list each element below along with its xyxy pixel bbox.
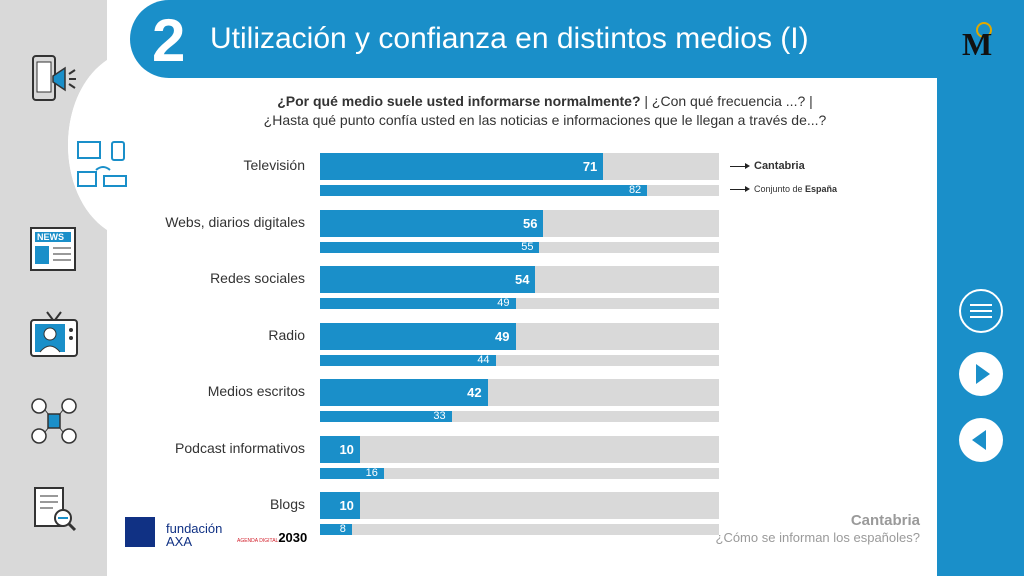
bar-cantabria: [320, 266, 536, 293]
category-label: Podcast informativos: [175, 439, 305, 456]
bar-cantabria: [320, 435, 360, 463]
bar-cantabria: [320, 322, 516, 350]
data-label: 49: [497, 297, 510, 309]
data-label: 44: [477, 353, 490, 366]
data-label: 49: [495, 328, 510, 344]
data-label: 71: [582, 159, 598, 174]
legend-arrow-icon: [730, 186, 750, 193]
bar-espana: [320, 467, 384, 479]
data-label: 42: [467, 385, 482, 400]
page-title: Utilización y confianza en distintos med…: [210, 22, 809, 55]
bar-track: 55: [320, 240, 719, 253]
data-label: 16: [365, 466, 378, 479]
section-number: 2: [152, 7, 186, 74]
category-label: Radio: [268, 326, 305, 343]
menu-button[interactable]: [958, 288, 1004, 334]
data-label: 33: [433, 410, 446, 422]
bar-track: 10: [320, 492, 719, 519]
bar-espana: [320, 524, 352, 535]
fundacion-axa-label: fundación AXA: [166, 522, 222, 548]
category-label: Medios escritos: [207, 383, 305, 399]
bar-track: 82: [320, 185, 719, 196]
bar-track: 8: [320, 524, 719, 535]
bar-track: 44: [320, 353, 719, 366]
bar-cantabria: [320, 209, 544, 237]
data-label: 10: [339, 498, 354, 513]
prev-button[interactable]: [958, 417, 1004, 463]
bar-track: 49: [320, 298, 719, 309]
data-label: 10: [339, 441, 354, 457]
bar-track: 71: [320, 153, 719, 180]
axa-logo: [125, 517, 155, 547]
legend-secondary-bold: España: [805, 184, 838, 194]
question-line-2: ¿Hasta qué punto confía usted en las not…: [263, 112, 827, 128]
bar-track: 33: [320, 411, 719, 422]
bar-espana: [320, 298, 516, 309]
brand-logo: M: [962, 22, 992, 58]
footer-subtitle: ¿Cómo se informan los españoles?: [715, 530, 921, 545]
bar-track: 54: [320, 266, 719, 293]
legend-primary: Cantabria: [730, 160, 805, 172]
document-search-icon[interactable]: [27, 484, 81, 534]
newspaper-icon[interactable]: NEWS: [27, 224, 81, 274]
agenda-2030-logo: AGENDA DIGITAL2030: [237, 530, 307, 545]
bar-cantabria: [320, 379, 488, 406]
question-rest: | ¿Con qué frecuencia ...? |: [640, 93, 813, 109]
question-line-1: ¿Por qué medio suele usted informarse no…: [200, 93, 890, 109]
legend-arrow-icon: [730, 162, 750, 169]
question-bold: ¿Por qué medio suele usted informarse no…: [277, 93, 641, 109]
bar-espana: [320, 185, 648, 196]
data-label: 55: [521, 240, 534, 253]
category-label: Blogs: [269, 496, 305, 512]
bar-cantabria: [320, 153, 604, 180]
bar-cantabria: [320, 492, 360, 519]
bar-track: 16: [320, 466, 719, 479]
bar-track: 49: [320, 322, 719, 350]
fundacion-label: fundación: [166, 521, 223, 536]
next-button[interactable]: [958, 351, 1004, 397]
agenda-year: 2030: [278, 530, 308, 545]
svg-text:M: M: [962, 26, 992, 58]
category-label: Televisión: [243, 157, 305, 173]
agenda-label: AGENDA DIGITAL: [237, 538, 279, 544]
bar-track: 56: [320, 209, 719, 237]
tv-presenter-icon[interactable]: [27, 310, 81, 360]
legend-secondary: Conjunto de España: [730, 184, 837, 194]
bar-track: 42: [320, 379, 719, 406]
legend-primary-label: Cantabria: [754, 160, 805, 172]
axa-label: AXA: [166, 534, 193, 549]
mobile-megaphone-icon[interactable]: [27, 54, 81, 104]
category-label: Webs, diarios digitales: [165, 213, 305, 230]
header-banner: [130, 0, 937, 78]
footer-region: Cantabria: [850, 512, 920, 529]
data-label: 54: [515, 272, 530, 287]
legend-secondary-prefix: Conjunto de: [754, 184, 806, 194]
bar-track: 10: [320, 435, 719, 463]
devices-icon[interactable]: [76, 140, 130, 190]
bar-espana: [320, 411, 452, 422]
data-label: 56: [522, 215, 538, 231]
social-media-icon[interactable]: [27, 396, 81, 446]
data-label: 82: [628, 184, 642, 196]
bar-espana: [320, 354, 496, 366]
right-rail: [937, 0, 1024, 576]
bar-espana: [320, 241, 540, 253]
svg-text:NEWS: NEWS: [37, 232, 64, 242]
data-label: 8: [339, 523, 346, 535]
category-label: Redes sociales: [210, 270, 305, 286]
